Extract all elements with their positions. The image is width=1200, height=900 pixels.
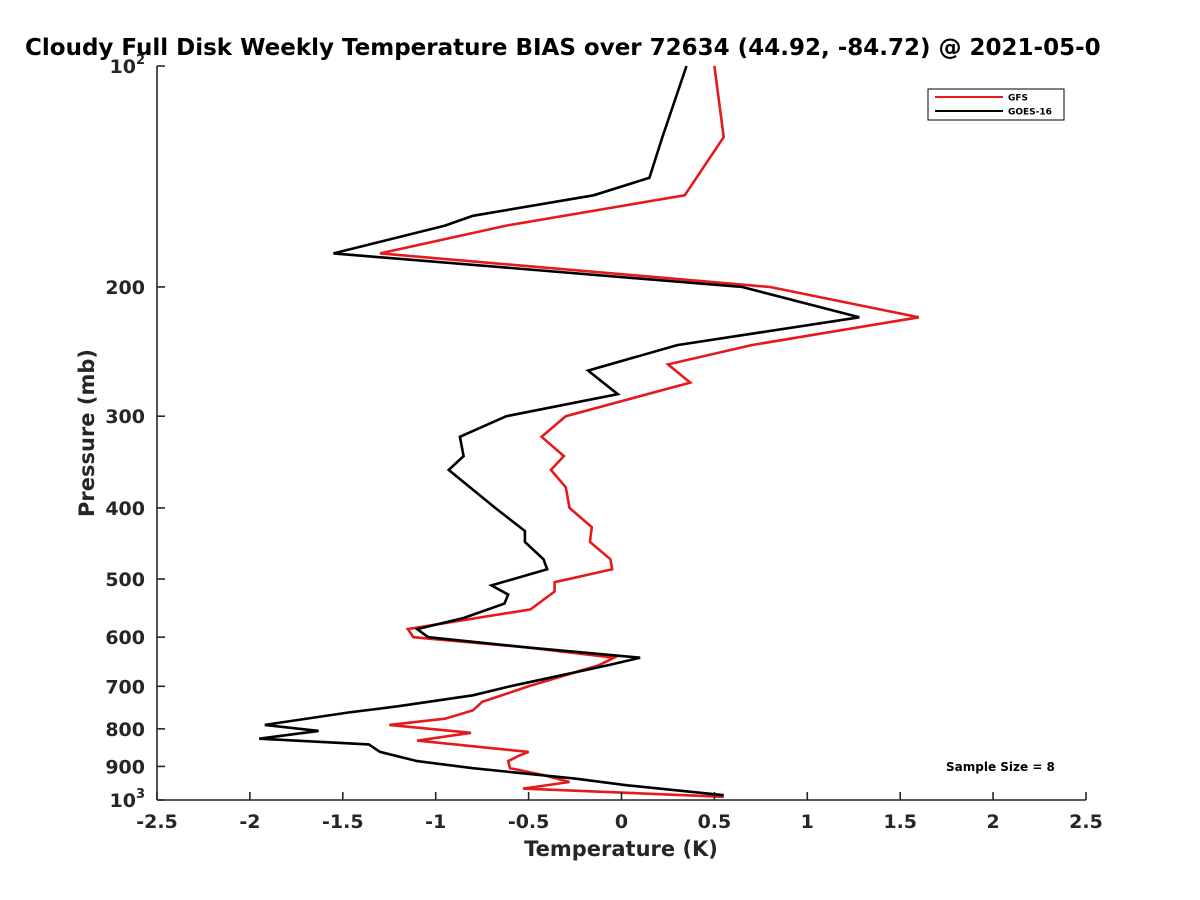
legend-label-gfs: GFS (1008, 94, 1028, 104)
legend-box (927, 88, 1065, 121)
x-tick-label: 0 (615, 811, 628, 833)
series-layer (259, 65, 920, 799)
legend: GFS GOES-16 (927, 88, 1065, 121)
y-tick-label: 103 (110, 787, 146, 812)
y-tick-label: 800 (105, 719, 145, 741)
x-tick-label: -0.5 (508, 811, 550, 833)
x-tick-label: 2.5 (1069, 811, 1103, 833)
legend-label-goes16: GOES-16 (1008, 108, 1052, 118)
x-tick-label: 1.5 (883, 811, 917, 833)
series-line-goes16 (259, 65, 860, 797)
sample-size-annotation: Sample Size = 8 (946, 760, 1055, 774)
x-tick-label: -2.5 (136, 811, 178, 833)
y-tick-label: 400 (105, 498, 145, 520)
x-axis-label: Temperature (K) (524, 837, 718, 861)
x-axis-ticks: -2.5 -2 -1.5 -1 -0.5 0 0.5 1 1.5 2 2.5 (136, 792, 1103, 833)
x-tick-label: -1.5 (322, 811, 364, 833)
y-tick-label: 200 (105, 277, 145, 299)
x-tick-label: -2 (239, 811, 260, 833)
x-tick-label: 1 (801, 811, 814, 833)
y-axis-label: Pressure (mb) (75, 349, 99, 517)
y-tick-label: 500 (105, 569, 145, 591)
series-line-gfs (379, 65, 920, 799)
y-tick-label: 700 (105, 676, 145, 698)
y-axis-ticks: 102 200 300 400 500 600 700 800 900 103 (105, 53, 165, 812)
x-tick-label: 0.5 (698, 811, 732, 833)
y-tick-label: 300 (105, 406, 145, 428)
chart-title: Cloudy Full Disk Weekly Temperature BIAS… (25, 35, 1101, 61)
x-tick-label: -1 (425, 811, 446, 833)
y-tick-label: 102 (110, 53, 146, 78)
y-tick-label: 600 (105, 627, 145, 649)
x-tick-label: 2 (986, 811, 999, 833)
y-tick-label: 900 (105, 756, 145, 778)
